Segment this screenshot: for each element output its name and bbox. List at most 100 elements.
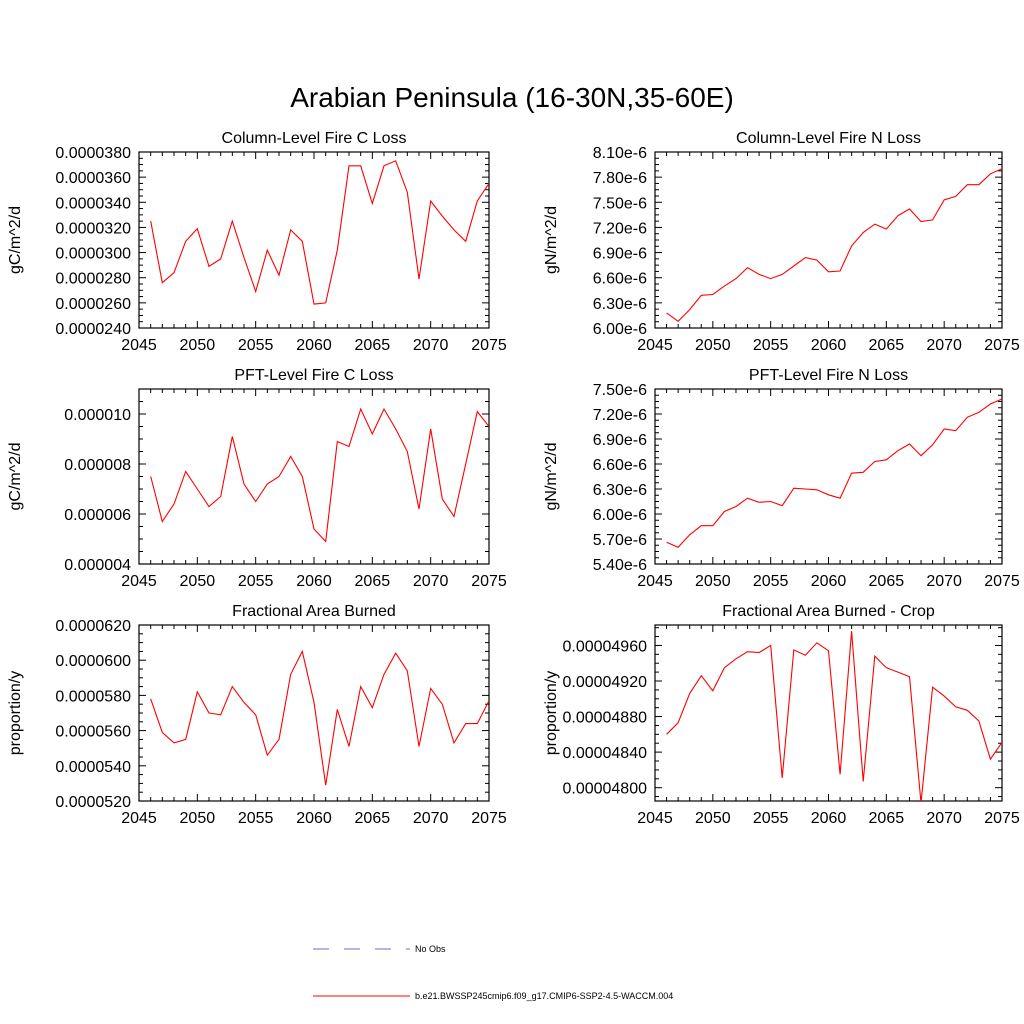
chart-panel-4: 2045 2050 2055 2060 2065 2070 2075 5.40e-6 5.70e… (543, 367, 1020, 590)
y-tick-label: 0.000006 (64, 507, 131, 524)
panel-title: Column-Level Fire C Loss (222, 130, 407, 147)
x-tick-label: 2055 (753, 573, 789, 590)
y-tick-label: 0.000008 (64, 457, 131, 474)
y-tick-label: 0.000010 (64, 407, 131, 424)
y-tick-label: 0.000004 (64, 557, 131, 574)
chart-panel-3: 2045 2050 2055 2060 2065 2070 2075 0.000004 0.00… (7, 367, 507, 590)
x-tick-label: 2070 (926, 337, 962, 354)
series-line (150, 160, 489, 305)
x-tick-label: 2075 (984, 337, 1020, 354)
chart-panel-2: 2045 2050 2055 2060 2065 2070 2075 6.00e-6 6.30e… (543, 130, 1020, 354)
y-tick-label: 6.30e-6 (593, 482, 647, 499)
y-tick-label: 6.60e-6 (593, 457, 647, 474)
y-axis-label: proportion/y (7, 671, 24, 756)
y-tick-label: 7.50e-6 (593, 382, 647, 399)
y-tick-label: 0.00004840 (562, 745, 647, 762)
y-tick-label: 0.0000620 (55, 618, 131, 635)
x-tick-label: 2075 (471, 337, 507, 354)
x-tick-label: 2060 (811, 337, 847, 354)
x-tick-label: 2070 (413, 810, 449, 827)
y-tick-label: 6.30e-6 (593, 296, 647, 313)
y-tick-label: 0.00004920 (562, 674, 647, 691)
legend-label-model: b.e21.BWSSP245cmip6.f09_g17.CMIP6-SSP2-4… (415, 991, 673, 1001)
y-tick-label: 0.00004880 (562, 710, 647, 727)
series-line (666, 631, 1002, 801)
x-tick-label: 2045 (637, 337, 673, 354)
series-line (666, 168, 1002, 323)
y-tick-label: 5.70e-6 (593, 532, 647, 549)
y-tick-label: 0.0000240 (55, 321, 131, 338)
chart-panel-1: 2045 2050 2055 2060 2065 2070 2075 0.0000240 0.0… (7, 130, 507, 354)
series-line (150, 407, 489, 543)
y-tick-label: 0.0000280 (55, 271, 131, 288)
x-tick-label: 2065 (869, 810, 905, 827)
panel-title: Fractional Area Burned - Crop (722, 603, 935, 620)
x-tick-label: 2075 (984, 810, 1020, 827)
y-tick-label: 0.0000520 (55, 794, 131, 811)
y-tick-label: 0.0000560 (55, 724, 131, 741)
panels-group: 2045 2050 2055 2060 2065 2070 2075 0.0000240 0.0… (7, 130, 1020, 827)
x-tick-label: 2060 (811, 810, 847, 827)
x-tick-label: 2075 (471, 573, 507, 590)
y-axis-label: gN/m^2/d (543, 206, 560, 274)
x-tick-label: 2060 (296, 810, 332, 827)
x-tick-label: 2070 (413, 337, 449, 354)
y-tick-label: 7.20e-6 (593, 220, 647, 237)
x-tick-label: 2055 (238, 573, 274, 590)
panel-title: Fractional Area Burned (232, 603, 396, 620)
x-tick-label: 2045 (637, 810, 673, 827)
y-tick-label: 0.00004800 (562, 781, 647, 798)
y-tick-label: 6.00e-6 (593, 507, 647, 524)
y-tick-label: 0.0000340 (55, 195, 131, 212)
x-tick-label: 2050 (180, 337, 216, 354)
y-tick-label: 0.0000260 (55, 296, 131, 313)
x-tick-label: 2055 (238, 337, 274, 354)
panel-title: PFT-Level Fire C Loss (234, 367, 393, 384)
legend-label-no-obs: No Obs (415, 944, 446, 954)
x-tick-label: 2045 (121, 810, 157, 827)
x-tick-label: 2065 (355, 337, 391, 354)
y-tick-label: 8.10e-6 (593, 145, 647, 162)
y-axis-label: gN/m^2/d (543, 443, 560, 511)
x-tick-label: 2065 (869, 337, 905, 354)
y-tick-label: 6.90e-6 (593, 432, 647, 449)
x-tick-label: 2070 (413, 573, 449, 590)
legend: No Obs b.e21.BWSSP245cmip6.f09_g17.CMIP6-… (313, 944, 673, 1001)
x-tick-label: 2055 (238, 810, 274, 827)
x-tick-label: 2060 (811, 573, 847, 590)
y-tick-label: 7.50e-6 (593, 195, 647, 212)
y-tick-label: 0.0000580 (55, 688, 131, 705)
y-axis-label: proportion/y (543, 671, 560, 756)
x-tick-label: 2045 (121, 337, 157, 354)
x-tick-label: 2065 (355, 573, 391, 590)
y-tick-label: 6.60e-6 (593, 271, 647, 288)
y-tick-label: 0.00004960 (562, 638, 647, 655)
x-tick-label: 2055 (753, 337, 789, 354)
y-tick-label: 0.0000360 (55, 170, 131, 187)
x-tick-label: 2055 (753, 810, 789, 827)
x-tick-label: 2050 (695, 337, 731, 354)
y-tick-label: 0.0000320 (55, 220, 131, 237)
y-tick-label: 0.0000600 (55, 653, 131, 670)
x-tick-label: 2065 (355, 810, 391, 827)
x-tick-label: 2050 (180, 573, 216, 590)
y-tick-label: 7.20e-6 (593, 407, 647, 424)
figure-title: Arabian Peninsula (16-30N,35-60E) (290, 82, 734, 113)
y-tick-label: 7.80e-6 (593, 170, 647, 187)
series-line (666, 398, 1002, 548)
x-tick-label: 2050 (180, 810, 216, 827)
x-tick-label: 2050 (695, 573, 731, 590)
x-tick-label: 2045 (637, 573, 673, 590)
chart-panel-6: 2045 2050 2055 2060 2065 2070 2075 0.00004800 0.… (543, 603, 1020, 827)
x-tick-label: 2060 (296, 337, 332, 354)
x-tick-label: 2045 (121, 573, 157, 590)
y-tick-label: 0.0000300 (55, 246, 131, 263)
x-tick-label: 2070 (926, 810, 962, 827)
x-tick-label: 2060 (296, 573, 332, 590)
y-tick-label: 0.0000540 (55, 759, 131, 776)
x-tick-label: 2075 (471, 810, 507, 827)
series-line (150, 649, 489, 786)
y-tick-label: 0.0000380 (55, 145, 131, 162)
x-tick-label: 2065 (869, 573, 905, 590)
